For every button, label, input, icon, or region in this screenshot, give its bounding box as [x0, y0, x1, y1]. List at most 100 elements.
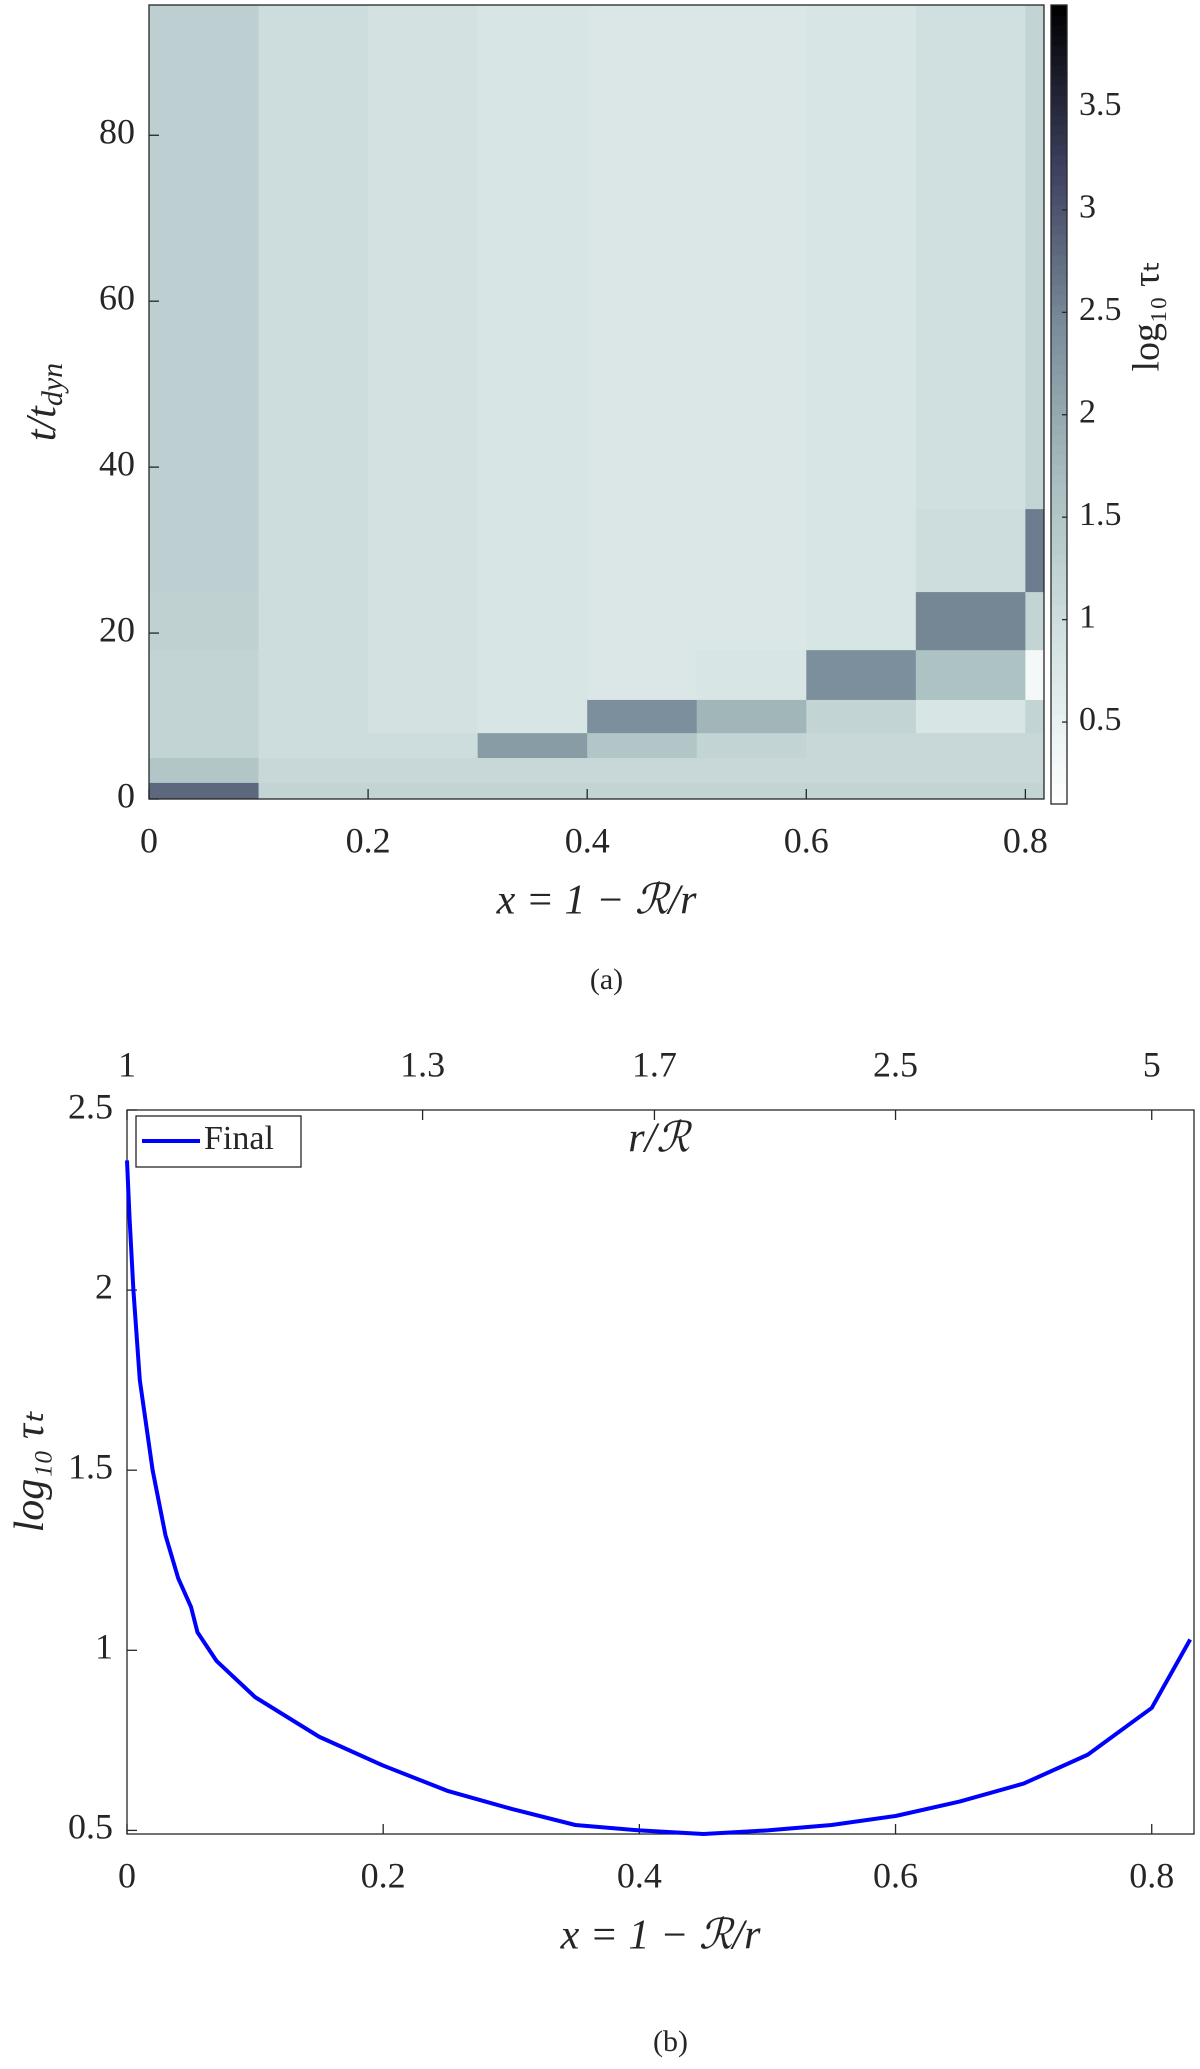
- colorbar-step: [1051, 704, 1067, 715]
- y-axis-label-main: log₁₀ τₜ: [7, 1411, 53, 1532]
- heat-cell: [587, 384, 698, 510]
- colorbar-step: [1051, 104, 1067, 116]
- y-axis-label-sub: dyn: [36, 363, 69, 406]
- colorbar-step: [1051, 354, 1067, 366]
- colorbar-step: [1051, 434, 1067, 445]
- heat-cell: [368, 218, 479, 385]
- colorbar-step: [1051, 134, 1067, 146]
- x2-tick-label: 1: [118, 1044, 136, 1084]
- colorbar-step: [1051, 34, 1067, 46]
- x2-tick-label: 1.3: [400, 1044, 445, 1084]
- colorbar-step: [1051, 144, 1067, 156]
- x-tick-label: 0: [140, 820, 158, 860]
- colorbar-step: [1051, 224, 1067, 236]
- y-axis-label-main: t/t: [19, 405, 65, 441]
- heat-cell: [915, 649, 1026, 700]
- heat-cell: [1025, 508, 1045, 593]
- colorbar-step: [1051, 124, 1067, 136]
- heat-cell: [258, 508, 369, 593]
- heat-cell: [696, 591, 807, 651]
- colorbar-step: [1051, 654, 1067, 665]
- heat-cell: [1025, 699, 1045, 734]
- colorbar-step: [1051, 5, 1067, 16]
- heat-cell: [149, 732, 260, 759]
- heat-cell: [696, 508, 807, 593]
- colorbar-step: [1051, 714, 1067, 725]
- colorbar-step: [1051, 174, 1067, 186]
- x-axis-label: x = 1 − ℛ/r: [496, 878, 698, 924]
- heat-cell: [587, 218, 698, 385]
- x-tick-label: 0.2: [361, 1855, 406, 1895]
- colorbar-step: [1051, 384, 1067, 396]
- colorbar-step: [1051, 614, 1067, 625]
- colorbar-step: [1051, 314, 1067, 326]
- x2-axis-label: r/ℛ: [628, 1116, 692, 1162]
- x-tick-label: 0.4: [617, 1855, 662, 1895]
- heat-cell: [477, 649, 588, 700]
- colorbar-step: [1051, 554, 1067, 565]
- y-tick-label: 40: [99, 443, 135, 483]
- heat-cell: [368, 699, 479, 734]
- colorbar-step: [1051, 324, 1067, 336]
- heat-cell: [696, 782, 807, 800]
- heat-cell: [477, 757, 588, 783]
- x-tick-label: 0.8: [1129, 1855, 1174, 1895]
- heat-cell: [915, 384, 1026, 510]
- heat-cell: [258, 591, 369, 651]
- heat-cell: [696, 5, 807, 219]
- line-series: [125, 1160, 1192, 1836]
- y-axis-label: log₁₀ τₜ: [7, 1411, 53, 1532]
- heat-cell: [1025, 782, 1045, 800]
- colorbar-step: [1051, 364, 1067, 376]
- colorbar-step: [1051, 634, 1067, 645]
- heat-cell: [1025, 5, 1045, 219]
- colorbar-step: [1051, 44, 1067, 56]
- y-tick-label: 2: [95, 1266, 113, 1306]
- heat-cell: [258, 384, 369, 510]
- x-tick-label: 0.8: [1003, 820, 1048, 860]
- heat-cell: [149, 757, 260, 783]
- colorbar-step: [1051, 514, 1067, 525]
- colorbar-step: [1051, 594, 1067, 605]
- heat-cell: [696, 649, 807, 700]
- colorbar-step: [1051, 484, 1067, 495]
- heat-cell: [806, 5, 917, 219]
- x2-tick-label: 1.7: [632, 1044, 677, 1084]
- colorbar-step: [1051, 494, 1067, 505]
- colorbar-tick-label: 0.5: [1079, 701, 1122, 738]
- colorbar-step: [1051, 674, 1067, 685]
- heat-cell: [696, 699, 807, 734]
- colorbar-step: [1051, 604, 1067, 615]
- heat-cell: [368, 757, 479, 783]
- colorbar-step: [1051, 694, 1067, 705]
- colorbar-step: [1051, 564, 1067, 575]
- heat-cell: [149, 699, 260, 734]
- y-tick-label: 80: [99, 112, 135, 152]
- heat-cell: [587, 699, 698, 734]
- heat-cell: [915, 782, 1026, 800]
- colorbar-step: [1051, 294, 1067, 306]
- colorbar-step: [1051, 214, 1067, 226]
- colorbar-label: log₁₀ τₜ: [1126, 260, 1168, 371]
- heat-cell: [806, 384, 917, 510]
- heat-cell: [806, 218, 917, 385]
- heat-cell: [1025, 732, 1045, 759]
- colorbar-step: [1051, 534, 1067, 545]
- colorbar-step: [1051, 424, 1067, 435]
- heat-cell: [1025, 757, 1045, 783]
- x2-tick-label: 5: [1143, 1044, 1161, 1084]
- heat-cell: [1025, 591, 1045, 651]
- heat-cell: [368, 591, 479, 651]
- heat-cell: [587, 508, 698, 593]
- y-tick-label: 0: [117, 775, 135, 815]
- colorbar-step: [1051, 474, 1067, 485]
- colorbar-step: [1051, 154, 1067, 166]
- y-tick-label: 0.5: [68, 1807, 113, 1847]
- colorbar-step: [1051, 764, 1067, 775]
- colorbar-step: [1051, 204, 1067, 216]
- heat-cell: [149, 508, 260, 593]
- heat-cell: [806, 732, 917, 759]
- colorbar-step: [1051, 414, 1067, 425]
- heat-cell: [149, 218, 260, 385]
- colorbar-step: [1051, 444, 1067, 455]
